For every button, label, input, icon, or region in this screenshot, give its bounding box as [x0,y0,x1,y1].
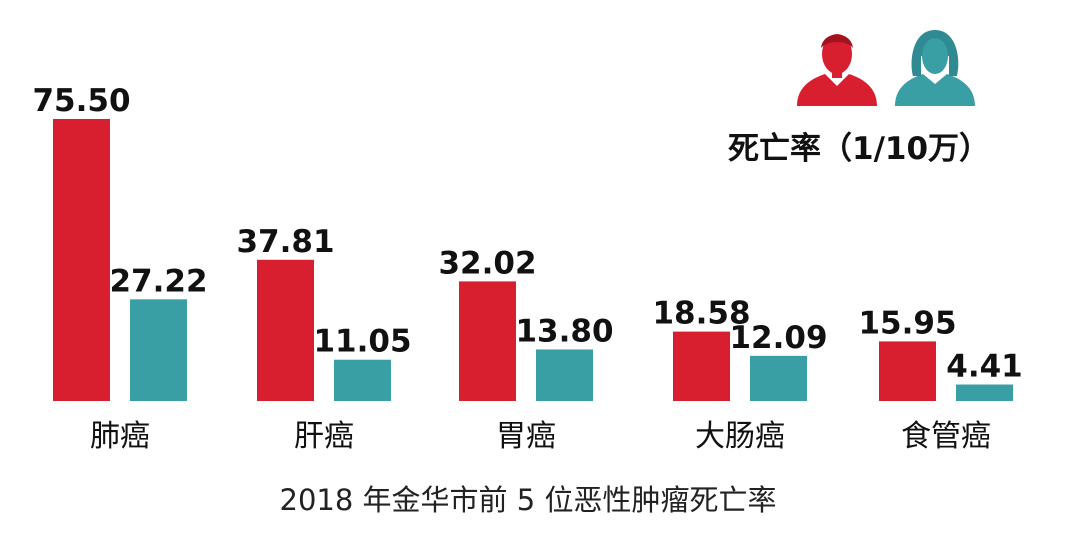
value-label-female-2: 13.80 [515,313,613,349]
value-label-male-1: 37.81 [236,224,334,260]
bar-male-1 [257,259,314,401]
category-label-1: 肝癌 [294,419,354,454]
value-label-male-3: 18.58 [652,296,750,332]
category-label-3: 大肠癌 [695,419,785,454]
value-label-male-4: 15.95 [858,305,956,341]
value-label-female-1: 11.05 [313,324,411,360]
value-label-female-0: 27.22 [109,263,207,299]
bars-group [53,119,1013,401]
value-label-female-4: 4.41 [946,349,1023,385]
category-labels-group: 肺癌 肝癌 胃癌 大肠癌 食管癌 [90,419,991,454]
legend: 死亡率（1/10万） [728,30,990,167]
bar-female-3 [750,355,807,401]
bar-male-4 [879,341,936,401]
bar-male-3 [673,331,730,401]
value-label-male-2: 32.02 [438,245,536,281]
value-label-male-0: 75.50 [32,83,130,119]
bar-female-1 [334,359,391,401]
bar-female-2 [536,349,593,401]
chart-caption: 2018 年金华市前 5 位恶性肿瘤死亡率 [280,483,777,517]
category-label-2: 胃癌 [496,419,556,454]
bar-male-0 [53,119,110,401]
bar-female-0 [130,299,187,401]
legend-label: 死亡率（1/10万） [728,131,990,167]
category-label-0: 肺癌 [90,419,150,454]
female-person-icon [895,30,975,106]
bar-female-4 [956,384,1013,401]
bar-male-2 [459,281,516,401]
male-person-icon [797,34,877,106]
category-label-4: 食管癌 [901,419,991,454]
value-label-female-3: 12.09 [729,320,827,356]
value-labels-group: 75.50 27.22 37.81 11.05 32.02 13.80 18.5812.09… [32,83,1022,385]
